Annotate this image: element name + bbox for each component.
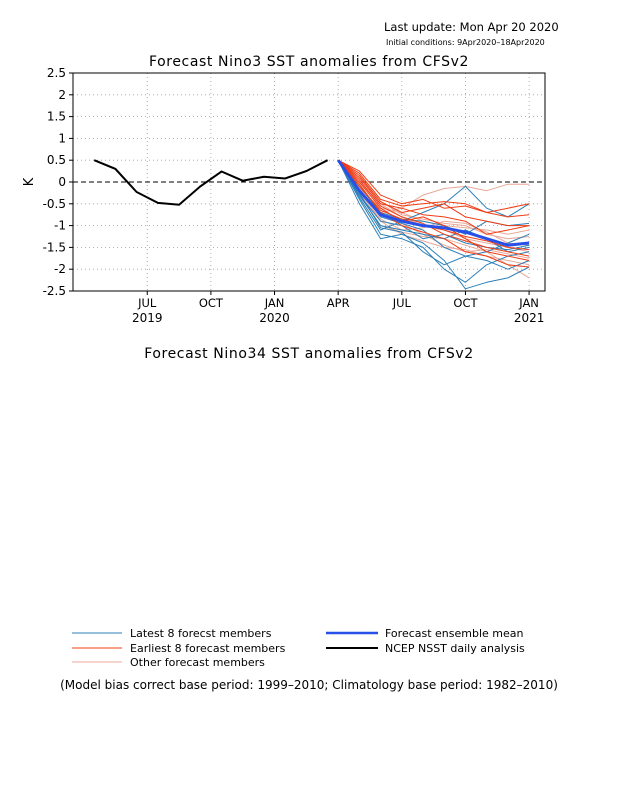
y-tick-label: -2: [54, 262, 66, 276]
y-tick-label: -1.5: [43, 240, 66, 254]
legend-label-earliest: Earliest 8 forecast members: [130, 642, 286, 655]
y-tick-label: -1: [54, 219, 66, 233]
legend-label-analysis: NCEP NSST daily analysis: [385, 642, 525, 655]
x-tick-year-label: 2019: [132, 311, 163, 325]
y-axis: -2.5 -2 -1.5 -1 -0.5 0 0.5 1 1.5 2 2.5: [43, 66, 73, 298]
y-axis-label: K: [22, 177, 37, 186]
legend-label-mean: Forecast ensemble mean: [385, 627, 524, 640]
plot-area: -2.5-2-1.5-1-0.500.511.522.5 JUL2019OCTJ…: [43, 66, 545, 325]
x-axis: JUL2019OCTJAN2020APRJULOCTJAN2021: [132, 291, 544, 325]
initial-conditions-text: Initial conditions: 9Apr2020–18Apr2020: [386, 38, 545, 47]
x-tick-label: JUL: [392, 296, 412, 310]
x-tick-label: JAN: [518, 296, 539, 310]
y-tick-label: 0: [58, 175, 66, 189]
chart-title: Forecast Nino3 SST anomalies from CFSv2: [149, 54, 469, 70]
y-tick-label: 0.5: [47, 153, 66, 167]
y-tick-label: 1.5: [47, 110, 66, 124]
x-tick-label: OCT: [453, 296, 478, 310]
y-tick-label: 2.5: [47, 66, 66, 80]
x-tick-year-label: 2020: [259, 311, 290, 325]
last-update-text: Last update: Mon Apr 20 2020: [384, 20, 559, 34]
x-tick-label: JUL: [137, 296, 157, 310]
x-tick-label: OCT: [199, 296, 224, 310]
y-tick-label: -2.5: [43, 284, 66, 298]
other-member-line: [338, 160, 529, 278]
y-tick-label: 2: [58, 88, 66, 102]
legend: Latest 8 forecst members Earliest 8 fore…: [72, 627, 525, 669]
footnote-text: (Model bias correct base period: 1999–20…: [60, 678, 558, 692]
other-forecast-members: [338, 160, 529, 278]
second-chart-title: Forecast Nino34 SST anomalies from CFSv2: [144, 346, 474, 362]
x-tick-year-label: 2021: [514, 311, 545, 325]
y-tick-label: -0.5: [43, 197, 66, 211]
y-tick-label: 1: [58, 131, 66, 145]
nino-forecast-figure: Last update: Mon Apr 20 2020 Initial con…: [0, 0, 618, 800]
x-tick-label: JAN: [264, 296, 285, 310]
legend-label-other: Other forecast members: [130, 656, 265, 669]
x-tick-label: APR: [327, 296, 350, 310]
legend-label-latest: Latest 8 forecst members: [130, 627, 272, 640]
